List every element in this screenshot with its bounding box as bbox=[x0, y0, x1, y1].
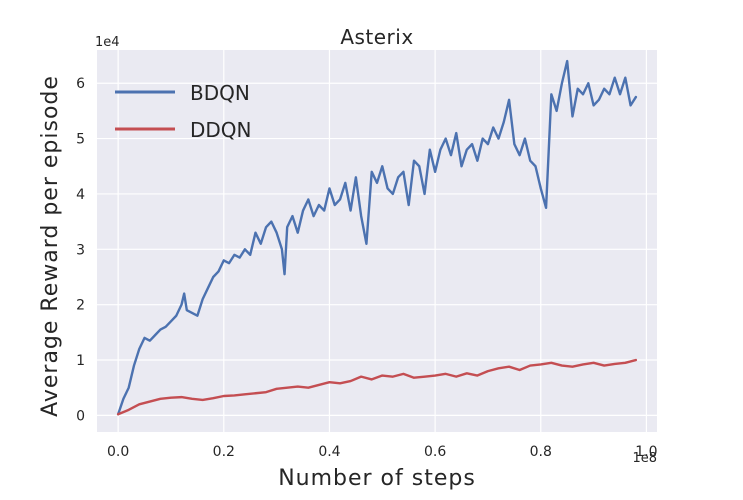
legend-label-bdqn: BDQN bbox=[190, 81, 250, 105]
x-tick-label: 0.8 bbox=[530, 444, 552, 460]
x-tick-label: 0.6 bbox=[424, 444, 446, 460]
plot-background bbox=[97, 50, 657, 432]
legend: BDQN DDQN bbox=[115, 81, 252, 142]
series-line-ddqn bbox=[116, 358, 638, 416]
x-tick-label: 0.2 bbox=[213, 444, 235, 460]
y-tick-label: 4 bbox=[76, 187, 85, 203]
x-tick-labels: 0.0 0.2 0.4 0.6 0.8 1.0 bbox=[107, 444, 658, 460]
y-offset-label: 1e4 bbox=[95, 35, 120, 50]
x-axis-label: Number of steps bbox=[278, 466, 476, 491]
x-tick-label: 1.0 bbox=[635, 444, 657, 460]
y-tick-label: 1 bbox=[76, 353, 85, 369]
x-offset-label: 1e8 bbox=[632, 451, 657, 466]
x-tick-label: 0.4 bbox=[318, 444, 340, 460]
y-tick-labels: 0 1 2 3 4 5 6 bbox=[76, 76, 85, 424]
x-tick-label: 0.0 bbox=[107, 444, 129, 460]
y-tick-label: 5 bbox=[76, 132, 85, 148]
series-lines bbox=[116, 59, 638, 416]
y-tick-label: 6 bbox=[76, 76, 85, 92]
y-tick-label: 3 bbox=[76, 242, 85, 258]
grid-lines bbox=[97, 50, 657, 432]
y-tick-label: 2 bbox=[76, 298, 85, 314]
y-axis-label: Average Reward per episode bbox=[38, 75, 63, 417]
y-tick-label: 0 bbox=[76, 408, 85, 424]
series-line-bdqn bbox=[116, 59, 638, 416]
chart-title: Asterix bbox=[340, 25, 413, 49]
legend-label-ddqn: DDQN bbox=[190, 118, 252, 142]
